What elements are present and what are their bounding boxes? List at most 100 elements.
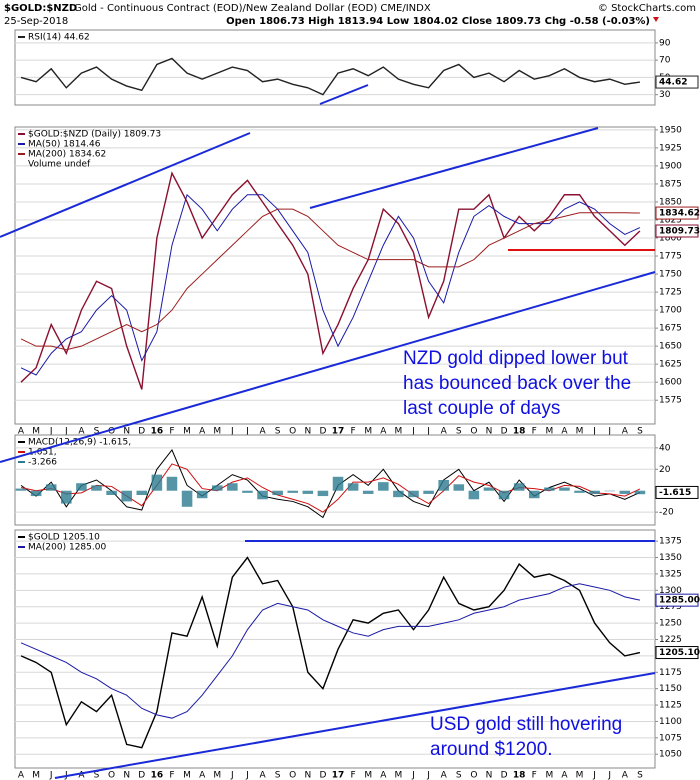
- histogram-bar: [378, 482, 389, 491]
- x-tick-label: M: [576, 427, 584, 437]
- x-tick-label: M: [545, 771, 553, 780]
- x-tick-label: S: [637, 427, 643, 437]
- value-tag-label: -1.615: [659, 488, 691, 498]
- histogram-bar: [528, 490, 540, 499]
- x-tick-label: M: [32, 771, 40, 780]
- x-tick-label: A: [380, 771, 387, 780]
- y-tick-label: 1125: [659, 701, 682, 711]
- series-line: [20, 208, 640, 351]
- histogram-bar: [227, 483, 238, 491]
- trend-line: [0, 271, 656, 463]
- histogram-bar: [559, 487, 570, 491]
- panel: [14, 29, 656, 106]
- value-tag-label: 1809.73: [659, 227, 700, 237]
- y-tick-label: 20: [659, 465, 671, 475]
- x-tick-label: J: [592, 427, 596, 437]
- histogram-bar: [272, 490, 283, 495]
- x-tick-label: A: [18, 427, 25, 437]
- x-tick-label: J: [49, 427, 53, 437]
- histogram-bar: [287, 490, 299, 493]
- y-tick-label: 1900: [659, 161, 682, 171]
- annotation: around $1200.: [430, 739, 553, 760]
- histogram-bar: [589, 490, 600, 494]
- credit: © StockCharts.com: [598, 3, 696, 14]
- down-arrow: [653, 17, 659, 22]
- y-tick-label: 70: [659, 56, 671, 66]
- histogram-bar: [332, 476, 344, 491]
- annotation: NZD gold dipped lower but: [403, 348, 629, 369]
- x-tick-label: F: [532, 771, 537, 780]
- histogram-bar: [15, 488, 27, 491]
- histogram-bar: [423, 490, 434, 494]
- y-tick-label: 1300: [659, 586, 682, 596]
- x-tick-label: J: [230, 427, 234, 437]
- x-tick-label: N: [486, 771, 493, 780]
- histogram-bar: [317, 490, 329, 497]
- x-tick-label: F: [169, 427, 174, 437]
- x-tick-label: M: [545, 427, 553, 437]
- series-line: [20, 57, 641, 96]
- x-tick-label: A: [259, 771, 266, 780]
- y-tick-label: 1275: [659, 602, 682, 612]
- y-tick-label: 30: [659, 90, 671, 100]
- x-tick-label: J: [426, 771, 430, 780]
- y-tick-label: -20: [659, 508, 674, 518]
- histogram-bar: [498, 490, 510, 500]
- value-tag: [655, 224, 699, 238]
- x-tick-label: 17: [332, 771, 345, 780]
- y-tick-label: 1150: [659, 684, 682, 694]
- x-tick-label: J: [607, 427, 611, 437]
- legend-label: $GOLD:$NZD (Daily) 1809.73: [28, 130, 161, 140]
- y-tick-label: 1250: [659, 619, 682, 629]
- y-tick-label: 1575: [659, 396, 682, 406]
- x-tick-label: J: [230, 771, 234, 780]
- value-tag: [655, 75, 699, 89]
- histogram-bar: [604, 490, 616, 492]
- y-tick-label: 1325: [659, 569, 682, 579]
- y-tick-label: 1350: [659, 553, 682, 563]
- y-tick-label: 1375: [659, 537, 682, 547]
- y-tick-label: 1875: [659, 179, 682, 189]
- histogram-bar: [347, 483, 359, 491]
- annotation: USD gold still hovering: [430, 714, 622, 735]
- histogram-bar: [468, 490, 480, 500]
- y-tick-label: 1800: [659, 234, 682, 244]
- x-tick-label: J: [592, 771, 596, 780]
- series-line: [20, 171, 641, 390]
- histogram-bar: [302, 490, 314, 494]
- y-tick-label: 1750: [659, 270, 682, 280]
- x-tick-label: D: [138, 771, 145, 780]
- legend-label: MA(200) 1834.62: [28, 150, 106, 160]
- x-tick-label: S: [275, 427, 281, 437]
- value-tag: [655, 646, 699, 660]
- legend-label: RSI(14) 44.62: [28, 33, 90, 43]
- x-tick-label: S: [637, 771, 643, 780]
- y-tick-label: 1050: [659, 750, 682, 760]
- y-tick-label: 1850: [659, 197, 682, 207]
- x-tick-label: M: [395, 771, 403, 780]
- legend-label: $GOLD 1205.10: [28, 533, 100, 543]
- histogram-bar: [196, 490, 208, 499]
- x-tick-label: J: [426, 427, 430, 437]
- histogram-bar: [619, 490, 631, 494]
- x-tick-label: M: [213, 427, 221, 437]
- x-tick-label: A: [561, 771, 568, 780]
- x-tick-label: F: [169, 771, 174, 780]
- x-tick-label: A: [561, 427, 568, 437]
- x-tick-label: M: [364, 771, 372, 780]
- x-tick-label: A: [622, 771, 629, 780]
- date: 25-Sep-2018: [4, 16, 68, 27]
- x-tick-label: F: [351, 427, 356, 437]
- x-tick-label: F: [532, 427, 537, 437]
- x-tick-label: J: [411, 427, 415, 437]
- x-tick-label: M: [364, 427, 372, 437]
- legend-label: MA(200) 1285.00: [28, 543, 106, 553]
- x-tick-label: S: [275, 771, 281, 780]
- x-tick-label: A: [199, 427, 206, 437]
- x-tick-label: D: [138, 427, 145, 437]
- annotation: last couple of days: [403, 398, 560, 419]
- x-tick-label: J: [49, 771, 53, 780]
- x-tick-label: J: [64, 427, 68, 437]
- legend-label: MA(50) 1814.46: [28, 140, 101, 150]
- x-tick-label: M: [32, 427, 40, 437]
